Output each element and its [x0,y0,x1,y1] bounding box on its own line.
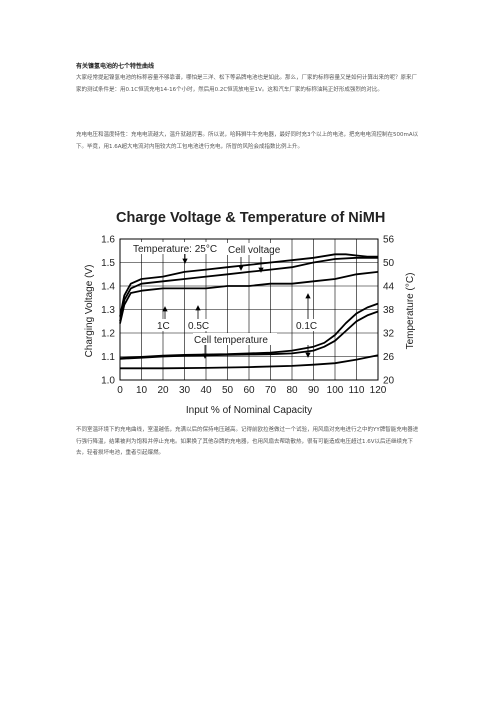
arrowhead [182,258,188,264]
x-tick-label: 90 [308,385,320,396]
y2-axis-label: Temperature (°C) [405,273,416,350]
label-background [295,319,321,331]
label-background [226,243,283,255]
grid-lines [120,239,378,380]
x-tick-label: 20 [157,385,169,396]
label-background [132,242,212,254]
charge-voltage-chart: Charge Voltage & Temperature of NiMH Cha… [84,210,416,415]
y-tick-label: 1.6 [101,235,115,246]
y2-tick-labels: 20 26 32 38 44 50 56 [383,235,395,387]
x-tick-label: 50 [222,385,234,396]
voltage-line-1C [119,253,378,317]
annotation-arrows [162,253,311,359]
arrowhead [202,353,208,359]
y-axis-label: Charging Voltage (V) [84,265,95,358]
y2-tick-label: 44 [383,282,395,293]
x-tick-label: 0 [117,385,123,396]
y-tick-label: 1.4 [101,282,115,293]
rate-01c-label: 0.1C [296,321,317,332]
cell-temperature-label: Cell temperature [194,335,268,346]
arrowhead [305,352,311,358]
x-tick-label: 70 [265,385,277,396]
label-background [187,319,213,331]
arrowhead [238,265,244,271]
rate-05c-label: 0.5C [188,321,209,332]
temperature-condition-label: Temperature: 25°C [133,244,217,255]
x-tick-label: 80 [286,385,298,396]
rate-1c-label: 1C [157,321,170,332]
arrowhead [258,267,264,273]
x-tick-label: 100 [327,385,344,396]
x-tick-label: 60 [243,385,255,396]
x-tick-label: 30 [179,385,191,396]
arrowhead [195,305,201,311]
x-tick-labels: 0 10 20 30 40 50 60 70 80 90 100 110 120 [117,385,387,396]
voltage-line-01C [119,271,379,324]
temperature-line-01C [120,354,379,370]
cell-voltage-label: Cell voltage [228,245,281,256]
y-tick-labels: 1.0 1.1 1.2 1.3 1.4 1.5 1.6 [101,235,115,387]
y2-tick-label: 32 [383,329,395,340]
x-tick-label: 10 [136,385,148,396]
paragraph-room-temperature: 不同室温环境下的充电曲线，室温越低，充满以后的保持电压越高。记得前欧拉爸做过一个… [76,427,419,456]
y-tick-label: 1.2 [101,329,115,340]
data-series [119,253,379,370]
arrowhead [305,293,311,299]
voltage-line-05C [119,256,378,322]
y2-tick-label: 50 [383,258,395,269]
article-title: 有关镍氢电池的七个特性曲线 [76,63,155,70]
y-tick-label: 1.5 [101,258,115,269]
y2-tick-label: 38 [383,305,395,316]
x-tick-label: 120 [370,385,387,396]
y2-tick-label: 20 [383,376,395,387]
y-tick-label: 1.1 [101,352,115,363]
paragraph-voltage-temperature: 充电电压和温度特性：充电电流越大，温升就越厉害。所以说，哈韩狮牛牛充电器，最好同… [76,132,419,150]
y2-tick-label: 56 [383,235,395,246]
arrowhead [162,306,168,312]
x-tick-label: 40 [200,385,212,396]
label-background [156,319,174,331]
paragraph-capacity: 大家经常提起镍氢电池的标称容量不够靠谱，哪怕是三洋、松下等品牌电池也是如此。那么… [76,75,418,93]
x-tick-label: 110 [349,385,365,396]
y-tick-label: 1.0 [101,376,115,387]
x-axis-label: Input % of Nominal Capacity [186,405,312,415]
label-background [193,333,277,345]
y-tick-label: 1.3 [101,305,115,316]
chart-title: Charge Voltage & Temperature of NiMH [116,210,385,226]
temperature-line-05C [119,310,379,360]
y2-tick-label: 26 [383,352,395,363]
